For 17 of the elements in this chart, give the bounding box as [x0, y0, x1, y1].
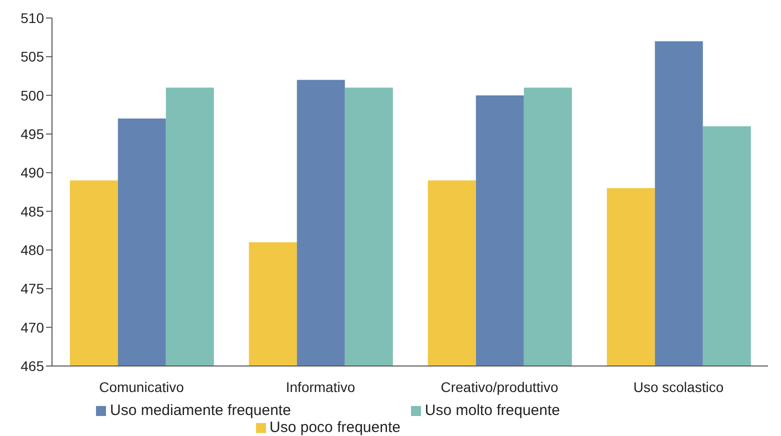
- y-tick-label: 485: [20, 203, 44, 220]
- x-tick-label: Uso scolastico: [633, 378, 724, 395]
- y-tick-label: 480: [20, 242, 44, 258]
- legend-label: Uso molto frequente: [424, 402, 560, 419]
- y-tick-label: 465: [20, 358, 44, 374]
- y-tick-label: 490: [20, 164, 44, 181]
- x-tick-label: Informativo: [286, 378, 356, 395]
- legend-label: Uso poco frequente: [270, 419, 400, 436]
- y-tick-label: 510: [20, 10, 44, 26]
- legend-label: Uso mediamente frequente: [110, 402, 291, 419]
- y-tick-label: 470: [20, 319, 44, 336]
- x-tick-label: Creativo/produttivo: [440, 378, 558, 395]
- y-tick-label: 495: [20, 126, 44, 142]
- y-tick-label: 475: [20, 280, 44, 297]
- y-tick-label: 500: [20, 87, 44, 104]
- x-tick-label: Comunicativo: [99, 378, 184, 395]
- y-tick-label: 505: [20, 48, 44, 65]
